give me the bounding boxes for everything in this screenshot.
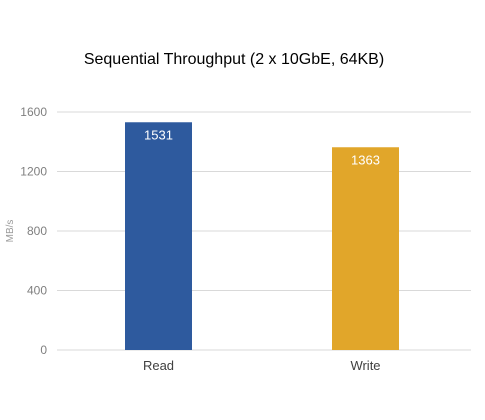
y-axis-ticks: 0 400 800 1200 1600 (20, 105, 47, 357)
category-label: Read (143, 358, 174, 373)
bar-write (332, 147, 399, 350)
data-labels: 1531 1363 (144, 127, 380, 167)
y-tick-label: 1600 (20, 105, 47, 119)
y-tick-label: 1200 (20, 165, 47, 179)
y-axis-label: MB/s (5, 220, 16, 243)
chart-title: Sequential Throughput (2 x 10GbE, 64KB) (84, 51, 384, 68)
y-tick-label: 0 (40, 343, 47, 357)
y-tick-label: 800 (27, 224, 47, 238)
bars (125, 122, 399, 350)
category-label: Write (350, 358, 380, 373)
data-label: 1531 (144, 127, 173, 142)
y-tick-label: 400 (27, 284, 47, 298)
data-label: 1363 (351, 152, 380, 167)
bar-read (125, 122, 192, 350)
x-axis-categories: Read Write (143, 358, 381, 373)
gridlines (57, 111, 471, 351)
